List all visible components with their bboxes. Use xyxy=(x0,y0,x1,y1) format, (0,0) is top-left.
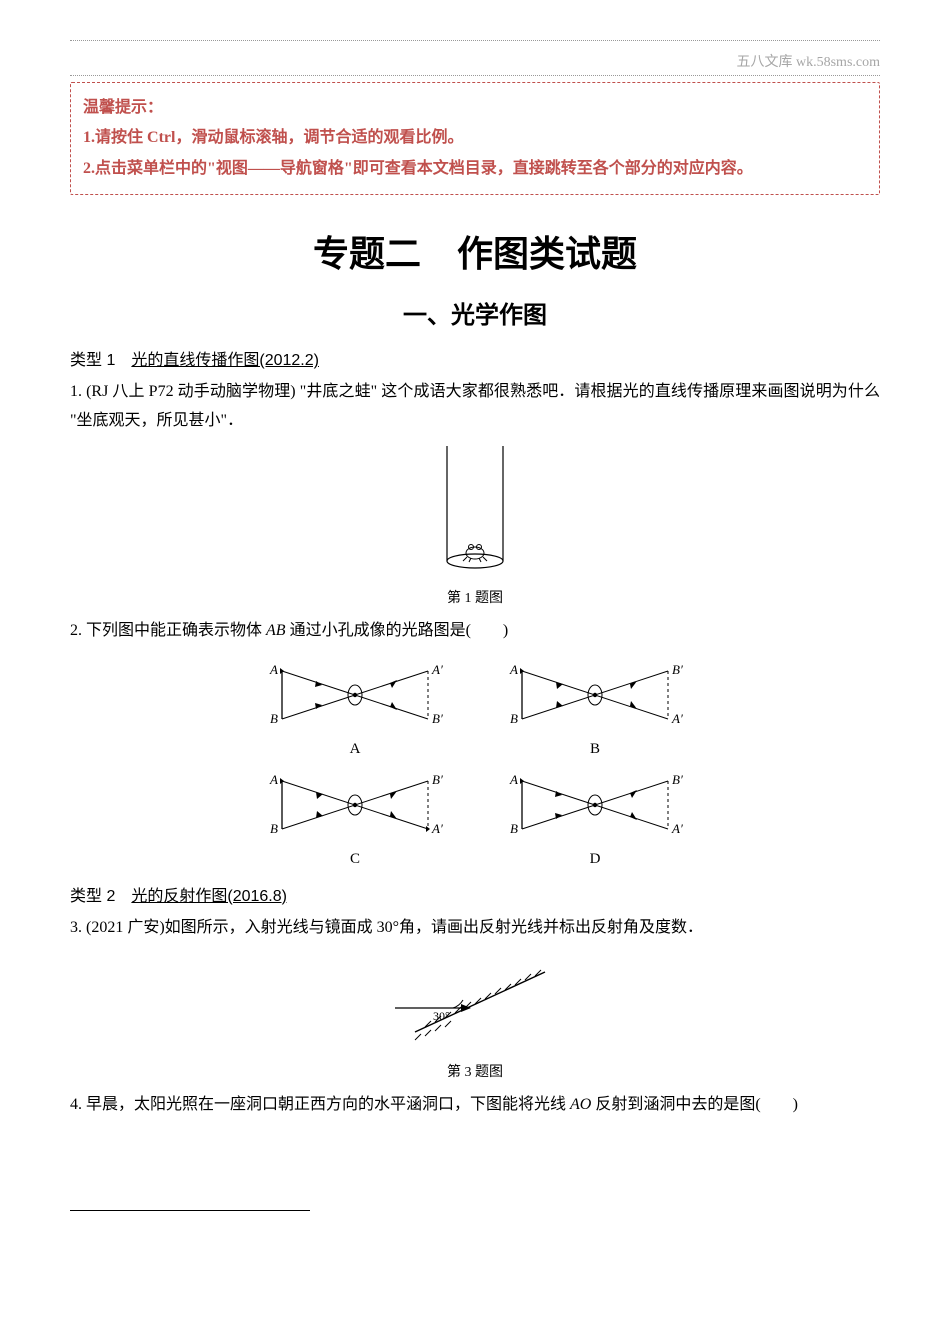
figure-1 xyxy=(70,446,880,581)
q2-b: 通过小孔成像的光路图是( ) xyxy=(286,622,509,639)
hint-line-2: 2.点击菜单栏中的"视图——导航窗格"即可查看本文档目录，直接跳转至各个部分的对… xyxy=(83,154,867,184)
question-2: 2. 下列图中能正确表示物体 AB 通过小孔成像的光路图是( ) xyxy=(70,617,880,646)
hint-title: 温馨提示： xyxy=(83,93,867,123)
q2-ab: AB xyxy=(266,622,286,639)
hint-2b: 视图——导航窗格 xyxy=(216,160,344,177)
hint-1a: 1.请按住 xyxy=(83,129,147,146)
figure-3-caption: 第 3 题图 xyxy=(70,1061,880,1081)
type-1-text: 光的直线传播作图(2012.2) xyxy=(131,352,319,369)
svg-text:B′: B′ xyxy=(672,662,683,677)
hint-1b: Ctrl xyxy=(147,129,175,146)
svg-text:A: A xyxy=(509,662,518,677)
choice-d-label: D xyxy=(475,851,715,868)
svg-text:B: B xyxy=(270,821,278,836)
choice-c-diagram: A B B′ A′ xyxy=(260,766,450,844)
choice-b: A B B′ A′ B xyxy=(475,652,715,762)
document-page: 五八文库 wk.58sms.com 温馨提示： 1.请按住 Ctrl，滑动鼠标滚… xyxy=(0,0,950,1271)
hint-1c: ，滑动鼠标滚轴，调节合适的观看比例。 xyxy=(175,129,463,146)
angle-label: 30° xyxy=(433,1009,450,1023)
svg-text:A: A xyxy=(509,772,518,787)
svg-text:B′: B′ xyxy=(672,772,683,787)
svg-text:A′: A′ xyxy=(431,821,443,836)
main-title: 专题二 作图类试题 xyxy=(70,225,880,277)
type-2-text: 光的反射作图(2016.8) xyxy=(131,888,287,905)
watermark-text: 五八文库 wk.58sms.com xyxy=(70,45,880,75)
svg-text:B: B xyxy=(510,821,518,836)
figure-1-caption: 第 1 题图 xyxy=(70,587,880,607)
choice-b-label: B xyxy=(475,741,715,758)
header-divider xyxy=(70,40,880,41)
choice-a: A B A′ B′ A xyxy=(235,652,475,762)
well-diagram xyxy=(435,446,515,576)
footnote-divider xyxy=(70,1210,310,1211)
svg-text:B′: B′ xyxy=(432,711,443,726)
choice-a-diagram: A B A′ B′ xyxy=(260,656,450,734)
figure-3: 30° xyxy=(70,952,880,1057)
q4-b: 反射到涵洞中去的是图( ) xyxy=(591,1096,798,1113)
mirror-diagram: 30° xyxy=(375,952,575,1052)
type-2-label: 类型 2 光的反射作图(2016.8) xyxy=(70,882,880,906)
q2-a: 2. 下列图中能正确表示物体 xyxy=(70,622,266,639)
type-1-prefix: 类型 1 xyxy=(70,352,131,369)
type-2-prefix: 类型 2 xyxy=(70,888,131,905)
type-1-label: 类型 1 光的直线传播作图(2012.2) xyxy=(70,346,880,370)
q4-a: 4. 早晨，太阳光照在一座洞口朝正西方向的水平涵洞口，下图能将光线 xyxy=(70,1096,570,1113)
svg-text:A′: A′ xyxy=(671,711,683,726)
sub-title: 一、光学作图 xyxy=(70,295,880,330)
svg-text:A: A xyxy=(269,772,278,787)
svg-text:B: B xyxy=(270,711,278,726)
choice-c-label: C xyxy=(235,851,475,868)
svg-text:B′: B′ xyxy=(432,772,443,787)
choice-a-label: A xyxy=(235,741,475,758)
choice-d-diagram: A B B′ A′ xyxy=(500,766,690,844)
choice-d: A B B′ A′ D xyxy=(475,762,715,872)
question-3: 3. (2021 广安)如图所示，入射光线与镜面成 30°角，请画出反射光线并标… xyxy=(70,914,880,943)
svg-text:B: B xyxy=(510,711,518,726)
choice-b-diagram: A B B′ A′ xyxy=(500,656,690,734)
hint-2c: "即可查看本文档目录，直接跳转至各个部分的对应内容。 xyxy=(344,160,753,177)
hint-box: 温馨提示： 1.请按住 Ctrl，滑动鼠标滚轴，调节合适的观看比例。 2.点击菜… xyxy=(70,82,880,195)
svg-text:A: A xyxy=(269,662,278,677)
svg-text:A′: A′ xyxy=(671,821,683,836)
q2-choices: A B A′ B′ A A xyxy=(235,652,715,872)
q4-ao: AO xyxy=(570,1096,591,1113)
question-1: 1. (RJ 八上 P72 动手动脑学物理) "井底之蛙" 这个成语大家都很熟悉… xyxy=(70,378,880,436)
choice-c: A B B′ A′ C xyxy=(235,762,475,872)
hint-2a: 2.点击菜单栏中的" xyxy=(83,160,216,177)
question-4: 4. 早晨，太阳光照在一座洞口朝正西方向的水平涵洞口，下图能将光线 AO 反射到… xyxy=(70,1091,880,1120)
hint-line-1: 1.请按住 Ctrl，滑动鼠标滚轴，调节合适的观看比例。 xyxy=(83,123,867,153)
header-divider-2 xyxy=(70,75,880,76)
svg-text:A′: A′ xyxy=(431,662,443,677)
